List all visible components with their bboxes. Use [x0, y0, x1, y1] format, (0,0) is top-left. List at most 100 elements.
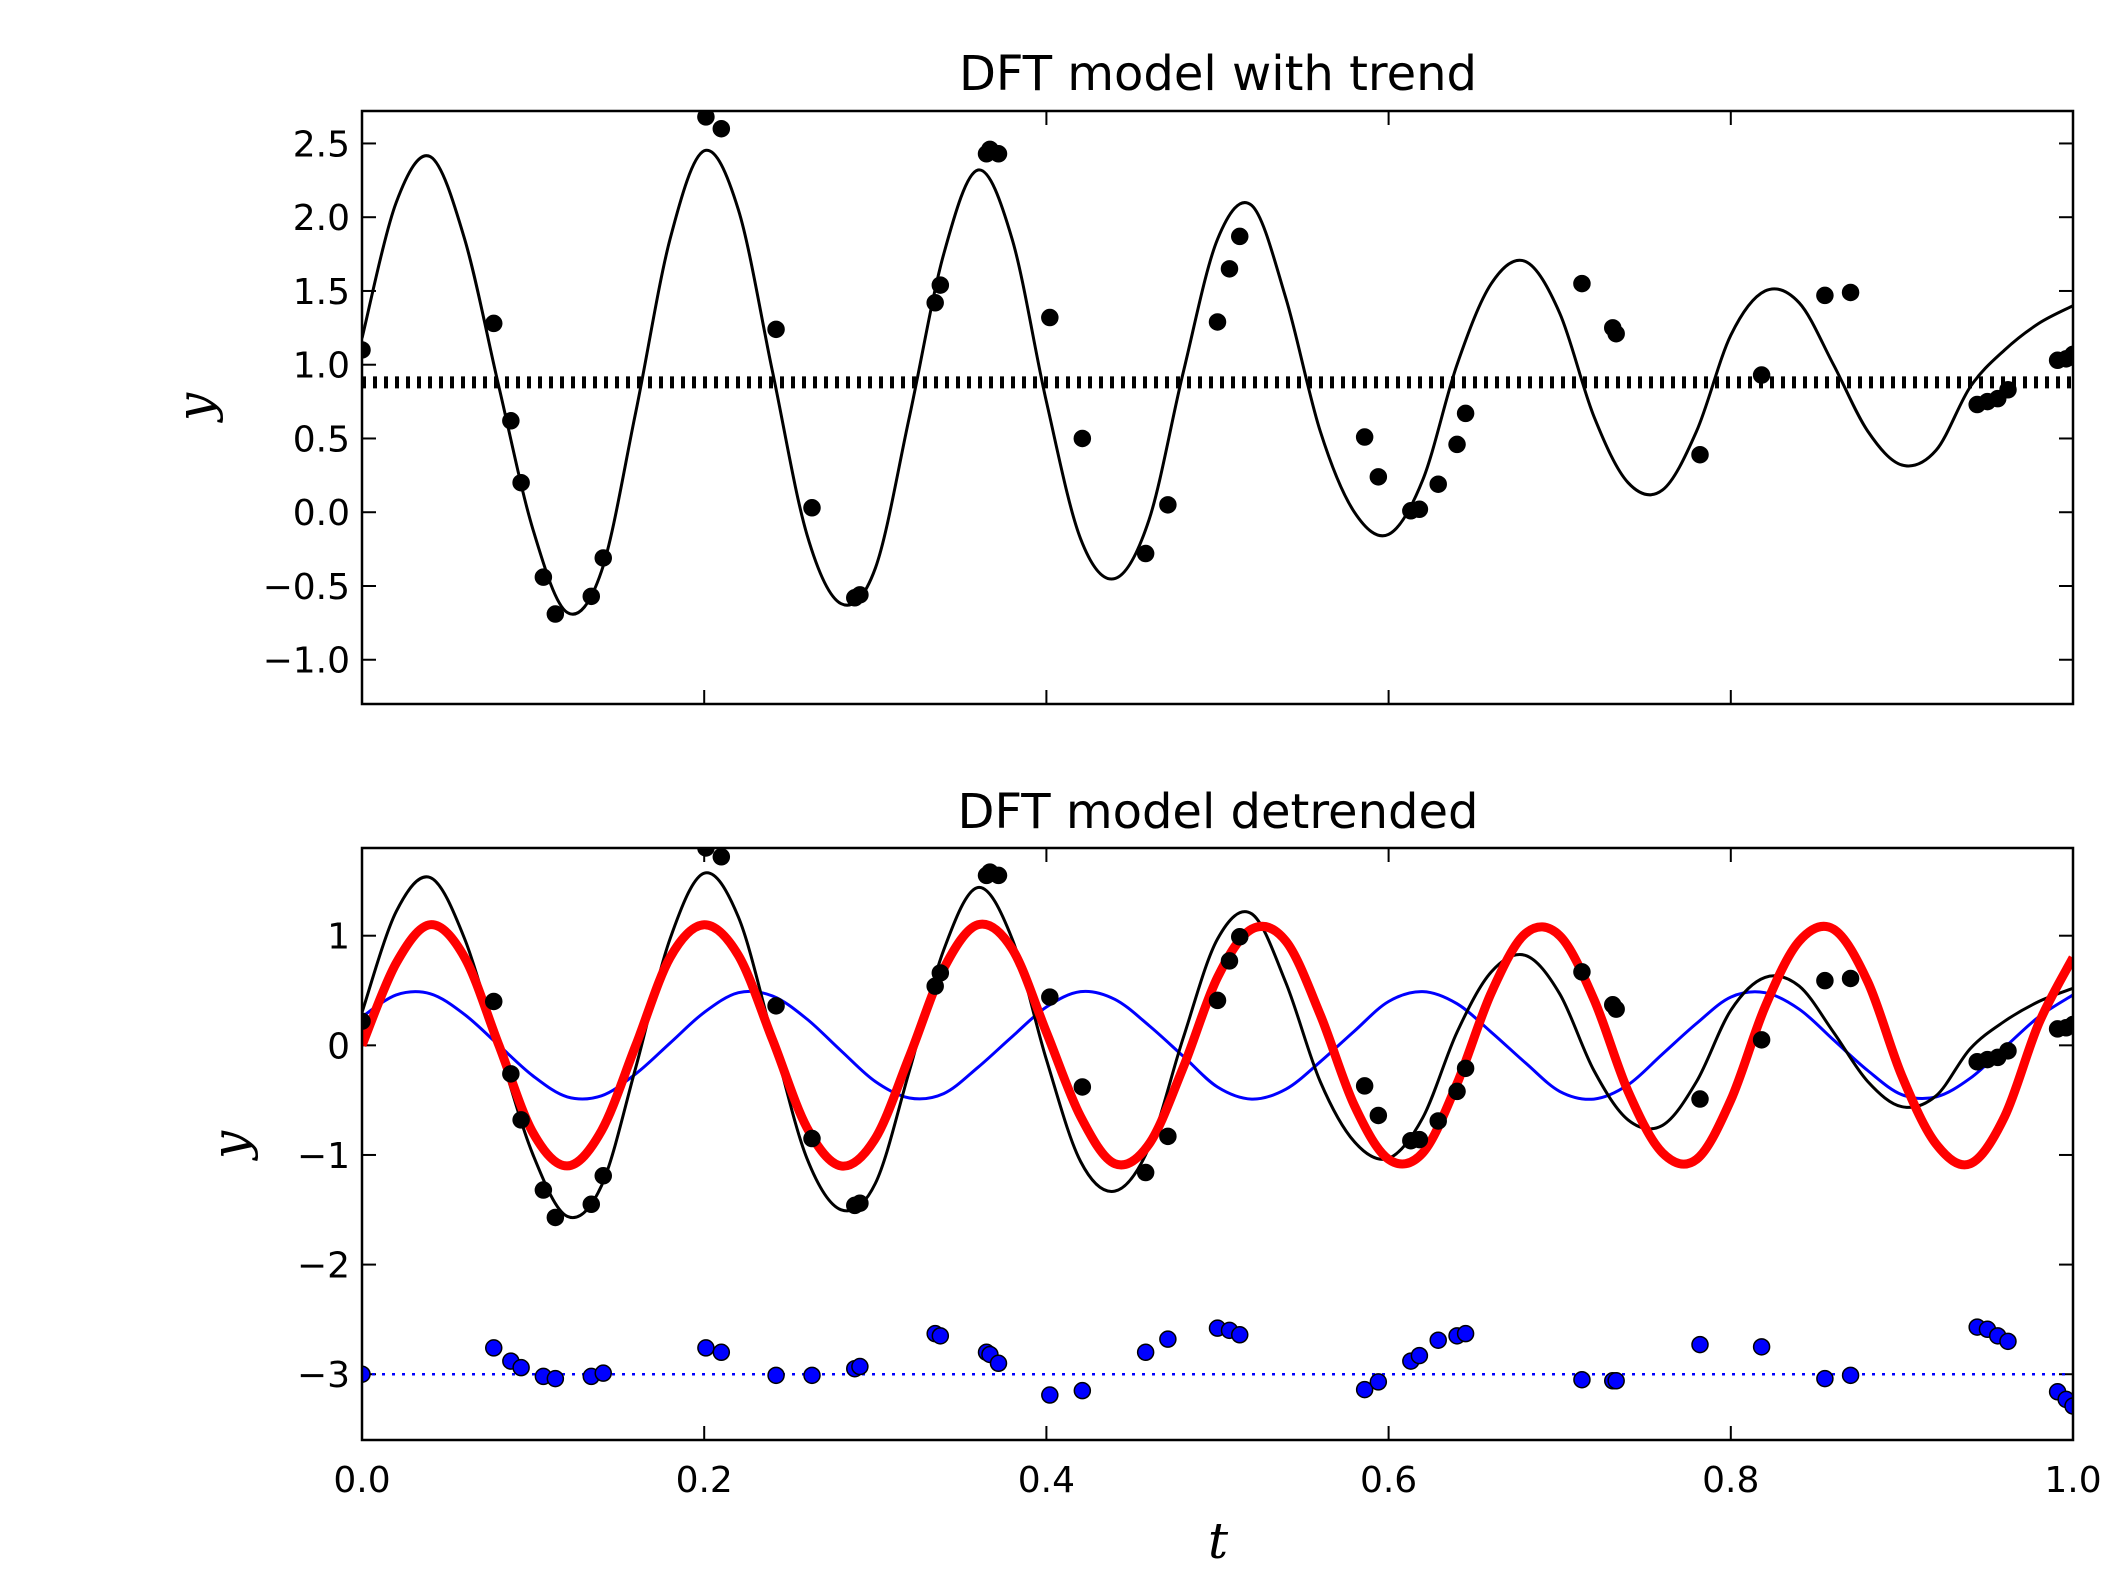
bottom-plot-ylabel: y [201, 1130, 259, 1161]
data-point [1456, 1324, 1475, 1343]
y-tick-label: 1.0 [293, 346, 350, 387]
y-tick-label: 1 [327, 917, 350, 958]
data-point [1841, 283, 1860, 302]
data-point [1369, 468, 1388, 486]
top-plot-panel: DFT model with trend y −1.0 −0.5 0.0 0.5 1.0… [166, 46, 2075, 706]
series-line-component-1 [362, 919, 2073, 1171]
data-point [1429, 475, 1447, 493]
data-point [697, 848, 715, 857]
data-point [767, 320, 785, 339]
y-tick-label: −3 [297, 1355, 350, 1396]
data-point [484, 314, 503, 333]
data-point [1220, 952, 1239, 970]
data-point [851, 586, 869, 604]
data-point [989, 145, 1008, 163]
data-point [1230, 227, 1249, 246]
y-tick-label: −1 [297, 1136, 350, 1177]
x-tick-label: 0.6 [1360, 1460, 1417, 1501]
data-point [1841, 1366, 1860, 1385]
series-line-DFT-model [362, 148, 2073, 616]
x-tick-label: 0.0 [333, 1460, 390, 1501]
data-point [989, 1354, 1008, 1373]
data-point [534, 568, 553, 586]
data-point [1816, 1369, 1834, 1388]
data-point [502, 412, 520, 430]
data-point [1355, 1077, 1374, 1095]
top-plot-ylabel: y [166, 392, 224, 423]
data-point [502, 1065, 520, 1083]
data-point [594, 1364, 613, 1382]
data-point [1073, 429, 1092, 448]
data-point [1607, 1000, 1625, 1018]
data-point [1691, 445, 1709, 464]
data-point [1752, 1031, 1771, 1049]
data-point [1208, 313, 1227, 331]
y-tick-label: 0.5 [293, 419, 350, 460]
data-point [484, 1339, 503, 1357]
data-point [1159, 496, 1177, 514]
bottom-plot-frame [360, 846, 2075, 1442]
data-point [931, 1327, 950, 1345]
data-point [1456, 404, 1475, 423]
x-tick-label: 0.8 [1702, 1460, 1759, 1501]
data-point [851, 1194, 869, 1212]
bottom-plot-ticks: −3 −2 −1 0 1 0.0 0.2 0.4 0.6 0.8 1.0 [297, 848, 2102, 1501]
data-point [546, 1208, 565, 1227]
y-tick-label: 2.0 [293, 198, 350, 239]
data-point [1369, 1373, 1388, 1391]
data-point [1136, 1343, 1155, 1362]
data-point [484, 992, 503, 1011]
y-tick-label: −0.5 [263, 567, 350, 608]
data-point [1752, 366, 1771, 384]
y-tick-label: −2 [297, 1246, 350, 1287]
x-tick-label: 1.0 [2044, 1460, 2101, 1501]
data-point [931, 276, 950, 294]
data-point [1573, 963, 1591, 981]
data-point [1691, 1335, 1709, 1354]
data-point [1230, 928, 1249, 946]
x-tick-label: 0.4 [1018, 1460, 1075, 1501]
y-tick-label: 0.0 [293, 493, 350, 534]
data-point [1159, 1330, 1177, 1348]
data-point [1041, 1386, 1059, 1404]
y-tick-label: −1.0 [263, 641, 350, 682]
data-point [1208, 991, 1227, 1010]
data-point [2064, 345, 2073, 364]
data-point [362, 1012, 371, 1030]
data-point [1607, 1372, 1625, 1390]
bottom-plot-xlabel: t [1208, 1512, 1229, 1570]
data-point [1841, 969, 1860, 988]
data-point [1369, 1106, 1388, 1125]
x-tick-label: 0.2 [676, 1460, 733, 1501]
bottom-plot-series [362, 848, 2073, 1415]
y-tick-label: 2.5 [293, 124, 350, 165]
data-point [1429, 1331, 1447, 1349]
data-point [712, 119, 731, 138]
data-point [1220, 260, 1239, 278]
data-point [803, 499, 821, 517]
data-point [1816, 971, 1834, 990]
data-point [512, 1111, 530, 1129]
top-plot-series [362, 111, 2073, 623]
data-point [926, 294, 944, 312]
top-plot-y-ticks: −1.0 −0.5 0.0 0.5 1.0 1.5 2.0 2.5 [263, 111, 2074, 704]
data-point [767, 997, 785, 1015]
bottom-plot-panel: DFT model detrended y t −3 −2 −1 0 1 0.0 0.2 0.… [201, 784, 2102, 1570]
data-point [767, 1366, 785, 1385]
data-point [1448, 435, 1466, 454]
data-point [2064, 1015, 2073, 1034]
data-point [362, 341, 371, 359]
data-point [1136, 1163, 1155, 1182]
top-plot-frame [360, 109, 2075, 706]
data-point [1159, 1127, 1177, 1146]
data-point [712, 848, 731, 866]
data-point [697, 111, 715, 126]
data-point [1607, 324, 1625, 343]
data-point [582, 587, 601, 606]
data-point [1073, 1078, 1092, 1096]
data-point [362, 1365, 371, 1383]
data-point [803, 1366, 821, 1385]
data-point [1816, 286, 1834, 305]
data-point [594, 549, 613, 567]
